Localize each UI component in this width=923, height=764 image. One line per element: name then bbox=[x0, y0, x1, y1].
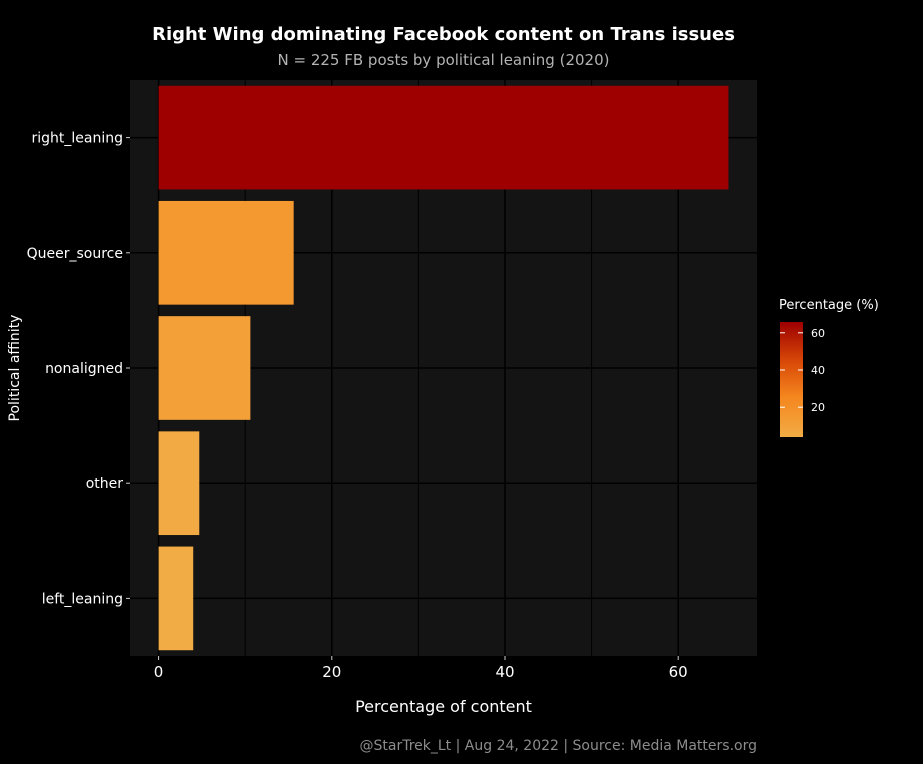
chart-subtitle: N = 225 FB posts by political leaning (2… bbox=[277, 51, 610, 69]
x-tick-label: 20 bbox=[322, 663, 341, 681]
bar-other bbox=[158, 431, 200, 536]
chart-title: Right Wing dominating Facebook content o… bbox=[152, 24, 735, 45]
bar-right_leaning bbox=[158, 85, 729, 190]
legend-colorbar bbox=[780, 322, 803, 437]
y-tick-label: other bbox=[86, 476, 124, 492]
y-tick-label: Queer_source bbox=[27, 246, 123, 262]
legend-tick-label: 20 bbox=[811, 401, 825, 414]
x-tick-label: 60 bbox=[669, 663, 688, 681]
chart-caption: @StarTrek_Lt | Aug 24, 2022 | Source: Me… bbox=[359, 738, 758, 754]
y-axis-label: Political affinity bbox=[7, 315, 23, 422]
legend-tick-label: 60 bbox=[811, 327, 825, 340]
bar-left_leaning bbox=[158, 546, 194, 651]
legend-tick-label: 40 bbox=[811, 364, 825, 377]
y-tick-label: nonaligned bbox=[45, 361, 123, 377]
x-axis-label: Percentage of content bbox=[355, 697, 532, 716]
bar-nonaligned bbox=[158, 316, 251, 420]
legend-title: Percentage (%) bbox=[779, 298, 879, 313]
x-tick-label: 0 bbox=[154, 663, 164, 681]
color-legend: 20 40 60 bbox=[780, 322, 825, 437]
y-tick-label: left_leaning bbox=[42, 591, 123, 607]
x-tick-label: 40 bbox=[495, 663, 514, 681]
bar-queer_source bbox=[158, 200, 294, 305]
y-tick-label: right_leaning bbox=[32, 131, 124, 147]
